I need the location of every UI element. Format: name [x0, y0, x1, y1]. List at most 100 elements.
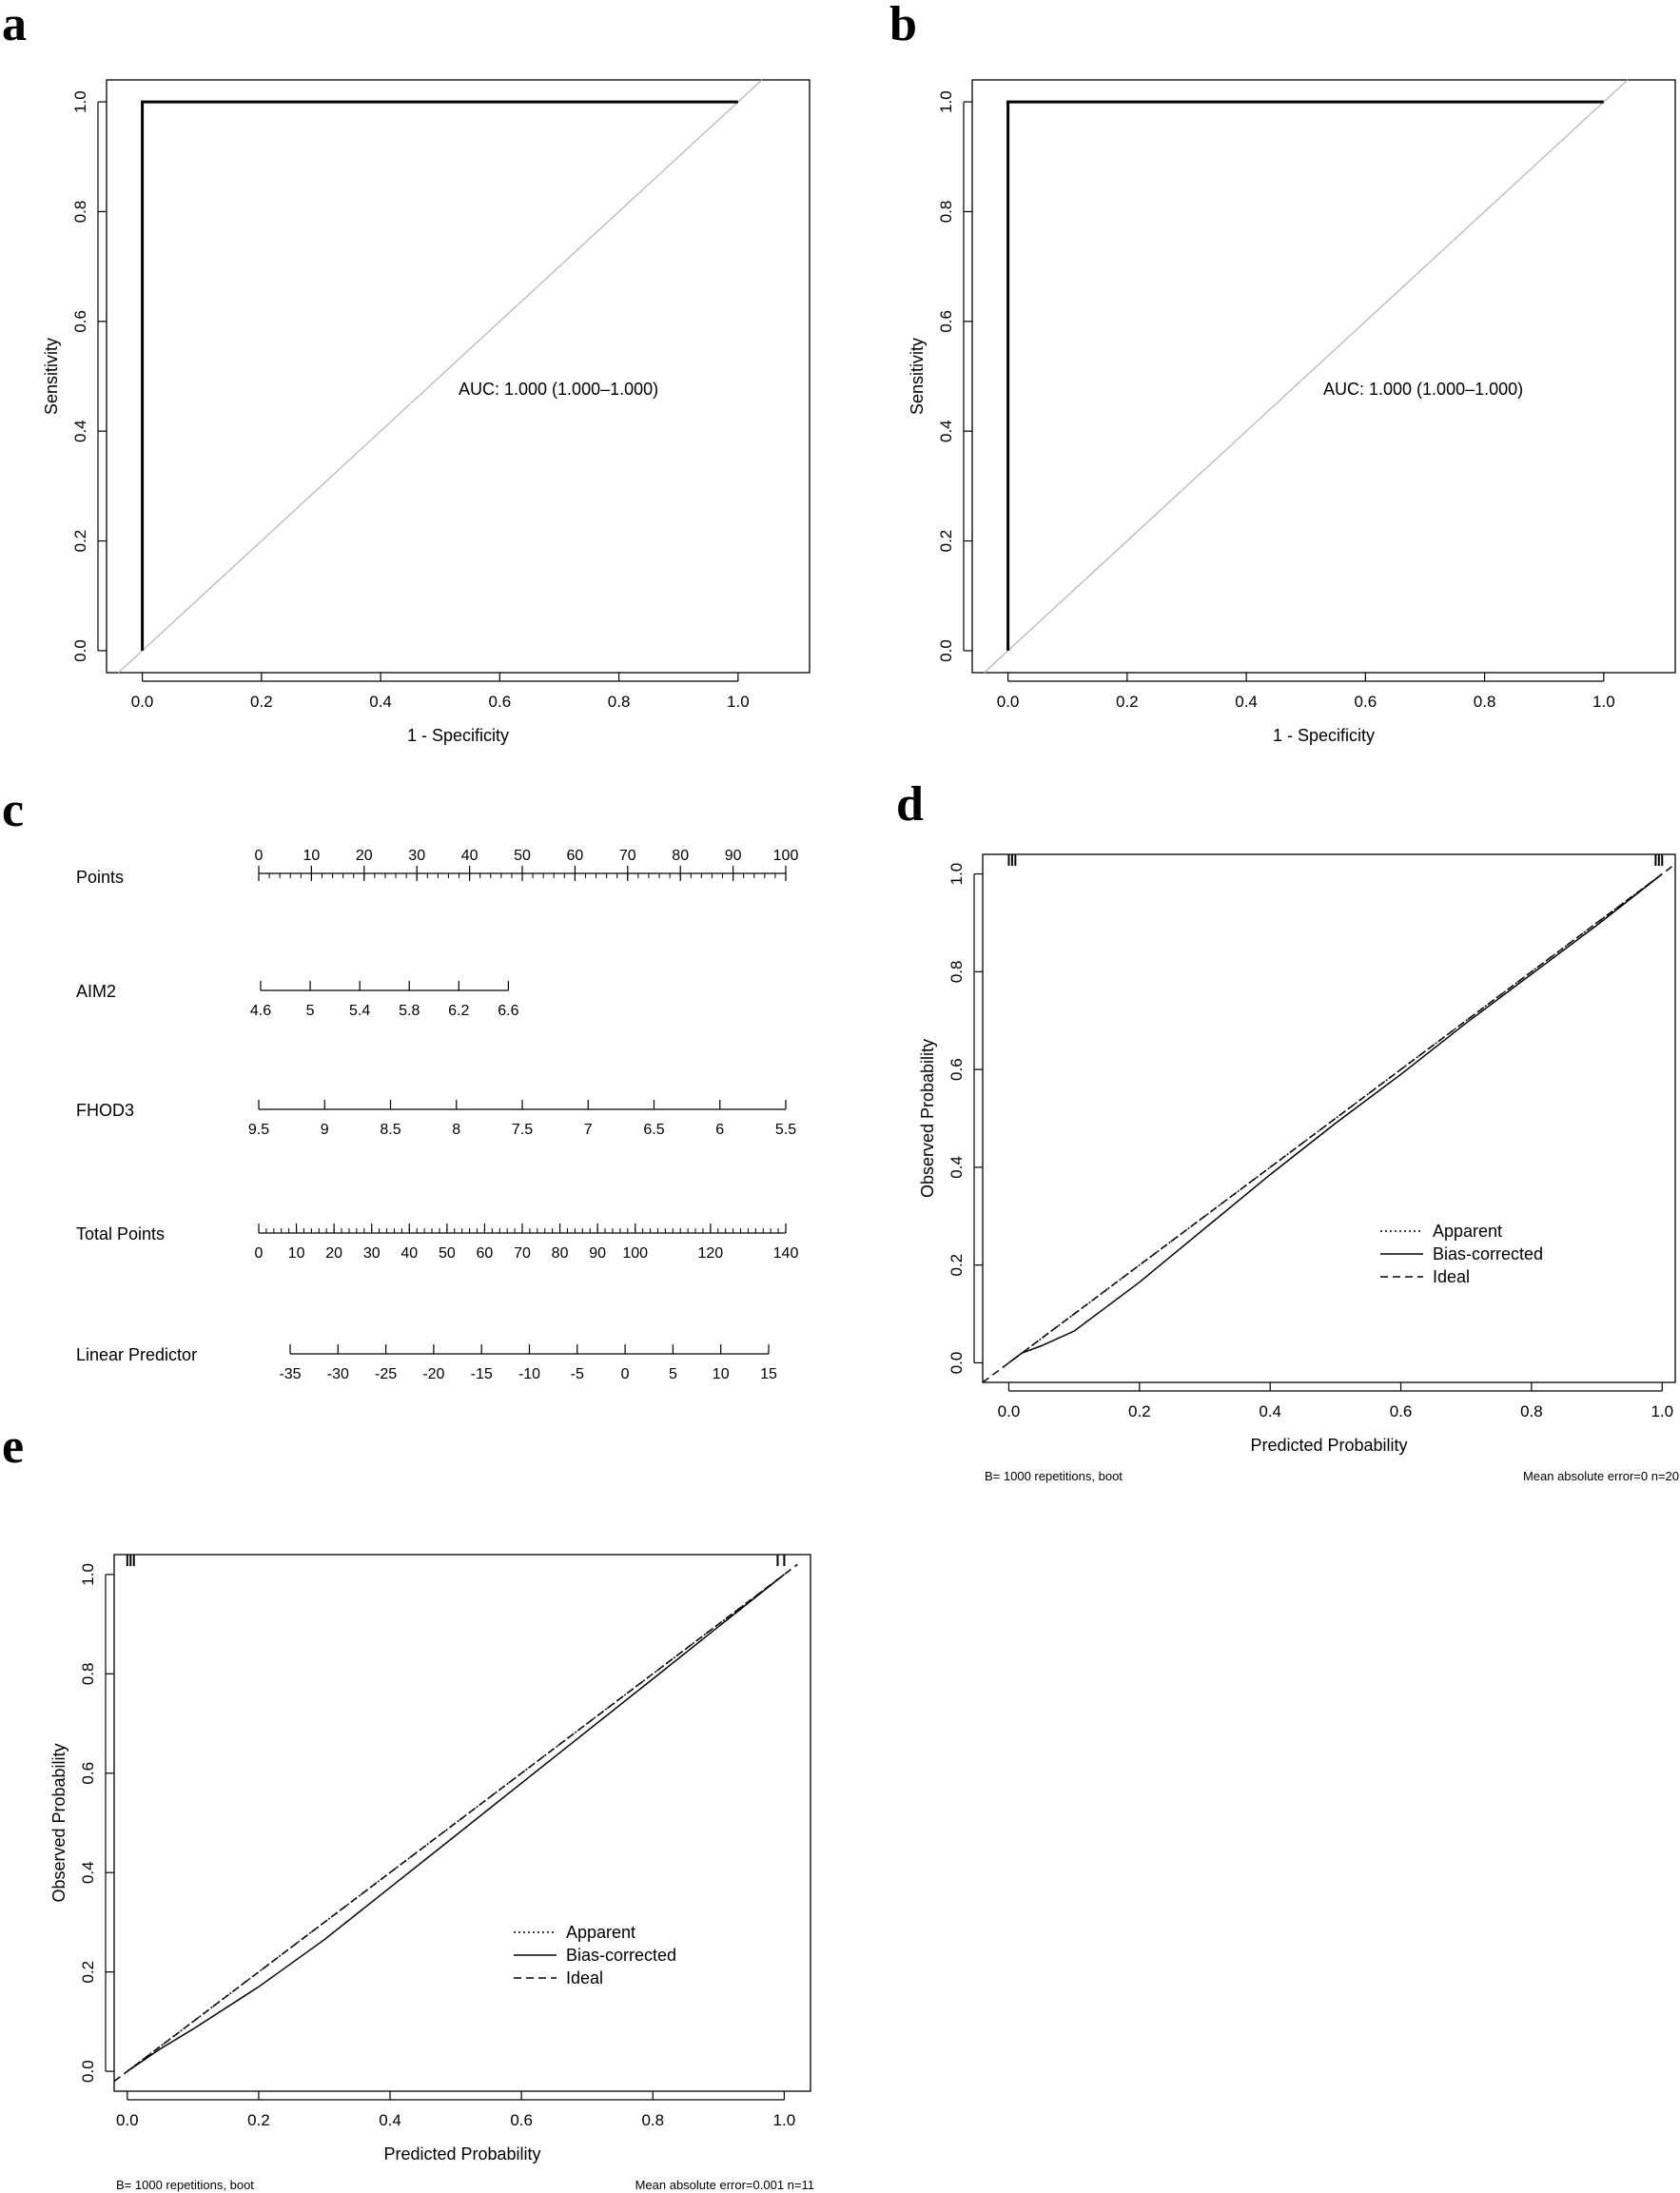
nomogram-tick-label: 15 — [760, 1366, 777, 1382]
nomogram-row-label: Points — [76, 868, 124, 887]
y-tick-label: 0.4 — [937, 420, 955, 442]
nomogram-tick-label: 90 — [725, 848, 742, 864]
panel-letter-e: e — [2, 1420, 24, 1474]
nomogram-tick-label: -15 — [471, 1366, 493, 1382]
plot-frame-b — [971, 79, 1676, 674]
y-tick-label: 0.8 — [937, 201, 955, 224]
y-axis-label: Observed Probability — [49, 1743, 68, 1902]
y-tick-label: 1.0 — [937, 90, 955, 113]
footer-left-note: B= 1000 repetitions, boot — [985, 1469, 1123, 1483]
y-tick-label: 0.6 — [937, 310, 955, 333]
nomogram-tick-label: 50 — [514, 848, 531, 864]
x-tick-label: 0.8 — [1520, 1402, 1543, 1420]
nomogram-tick-label: 8 — [452, 1122, 460, 1138]
legend-entry: Bias-corrected — [1433, 1244, 1543, 1263]
roc-curve — [141, 100, 738, 651]
nomogram-tick-label: 9.5 — [248, 1122, 269, 1138]
nomogram-row-label: Linear Predictor — [76, 1345, 197, 1364]
y-tick-label: 0.6 — [79, 1762, 97, 1785]
y-tick-label: 0.2 — [71, 530, 89, 553]
nomogram-tick-label: 7 — [584, 1122, 593, 1138]
nomogram-tick-label: 80 — [552, 1245, 569, 1262]
nomogram-tick-label: 10 — [288, 1245, 305, 1262]
x-tick-label: 0.0 — [998, 1402, 1021, 1420]
nomogram-tick-label: 6.6 — [498, 1003, 518, 1019]
y-tick-label: 0.8 — [947, 961, 966, 984]
nomogram-tick-label: 6 — [715, 1122, 724, 1138]
legend-entry: Apparent — [1433, 1222, 1502, 1241]
nomogram-tick-label: 5.4 — [349, 1003, 370, 1019]
nomogram-tick-label: 20 — [356, 848, 373, 864]
legend: Apparent Bias-corrected Ideal — [514, 1923, 676, 1987]
x-tick-label: 0.6 — [1390, 1402, 1413, 1420]
nomogram-tick-label: 80 — [672, 848, 689, 864]
nomogram-tick-label: 90 — [589, 1245, 606, 1262]
plot-frame-a — [106, 79, 811, 674]
nomogram-tick-label: 5 — [669, 1366, 677, 1382]
nomogram-tick-label: 5.5 — [775, 1122, 796, 1138]
x-tick-label: 0.4 — [1235, 693, 1258, 711]
nomogram-tick-label: -35 — [279, 1366, 301, 1382]
nomogram-tick-label: 8.5 — [380, 1122, 400, 1138]
x-axis-label: 1 - Specificity — [407, 726, 509, 745]
y-tick-label: 0.8 — [71, 201, 89, 224]
nomogram-tick-label: -30 — [327, 1366, 349, 1382]
nomogram-tick-label: 70 — [619, 848, 636, 864]
series-line-ideal — [982, 863, 1676, 1383]
y-tick-label: 1.0 — [71, 90, 89, 113]
nomogram-tick-label: 0 — [255, 1245, 264, 1262]
panel-letter-b: b — [889, 0, 917, 51]
auc-annotation: AUC: 1.000 (1.000–1.000) — [1323, 380, 1523, 399]
x-tick-label: 0.6 — [489, 693, 512, 711]
x-tick-label: 0.8 — [641, 2111, 664, 2129]
nomogram-tick-label: 100 — [622, 1245, 648, 1262]
x-tick-label: 0.6 — [510, 2111, 533, 2129]
y-axis-label: Sensitivity — [42, 338, 61, 415]
nomogram-tick-label: 5.8 — [399, 1003, 420, 1019]
nomogram-tick-label: 100 — [773, 848, 799, 864]
x-tick-label: 0.4 — [369, 693, 392, 711]
nomogram-tick-label: -25 — [375, 1366, 397, 1382]
nomogram-row-label: Total Points — [76, 1224, 165, 1243]
x-tick-label: 0.2 — [1128, 1402, 1151, 1420]
plot-frame-e — [113, 1554, 811, 2092]
x-tick-label: 0.2 — [1116, 693, 1139, 711]
y-tick-label: 0.0 — [947, 1352, 966, 1375]
x-tick-label: 0.0 — [997, 693, 1020, 711]
nomogram-tick-label: 30 — [408, 848, 425, 864]
x-tick-label: 0.2 — [250, 693, 273, 711]
y-tick-label: 1.0 — [947, 863, 966, 886]
y-tick-label: 0.2 — [937, 530, 955, 553]
legend: Apparent Bias-corrected Ideal — [1380, 1222, 1543, 1286]
y-tick-label: 0.6 — [71, 310, 89, 333]
plots-layer: 0.0 0.0 0.2 0.2 0.4 0.4 0.6 0.6 0.8 0.8 1.0 1.0 1 - … — [42, 79, 1679, 2192]
footer-right-note: Mean absolute error=0.001 n=11 — [635, 2178, 814, 2192]
plot-b: 0.0 0.0 0.2 0.2 0.4 0.4 0.6 0.6 0.8 0.8 1.0 1.0 1 - … — [908, 79, 1676, 745]
nomogram-tick-label: 10 — [303, 848, 321, 864]
panel-letter-a: a — [2, 0, 27, 51]
y-tick-label: 0.4 — [947, 1156, 966, 1179]
nomogram-tick-label: 20 — [325, 1245, 342, 1262]
legend-entry: Ideal — [1433, 1267, 1470, 1286]
footer-left-note: B= 1000 repetitions, boot — [116, 2178, 254, 2192]
y-tick-label: 0.4 — [71, 420, 89, 442]
nomogram-tick-label: 120 — [698, 1245, 724, 1262]
legend-entry: Apparent — [566, 1923, 635, 1942]
series-line-ideal — [113, 1563, 798, 2083]
y-tick-label: 0.0 — [79, 2060, 97, 2083]
nomogram-tick-label: 70 — [514, 1245, 531, 1262]
reference-diagonal-line — [118, 79, 763, 674]
legend-entry: Bias-corrected — [566, 1946, 676, 1965]
nomogram-tick-label: 7.5 — [512, 1122, 533, 1138]
plot-d: 0.0 0.0 0.2 0.2 0.4 0.4 0.6 0.6 0.8 0.8 1.0 1.0 Pred… — [918, 853, 1679, 1483]
reference-diagonal-line — [984, 79, 1629, 674]
nomogram-tick-label: 30 — [363, 1245, 381, 1262]
nomogram-tick-label: -10 — [518, 1366, 540, 1382]
nomogram-tick-label: 40 — [400, 1245, 418, 1262]
y-axis-label: Observed Probability — [918, 1039, 937, 1198]
nomogram-row-label: FHOD3 — [76, 1101, 134, 1120]
x-tick-label: 0.0 — [116, 2111, 139, 2129]
y-axis-label: Sensitivity — [908, 338, 927, 415]
nomogram-tick-label: 40 — [461, 848, 479, 864]
